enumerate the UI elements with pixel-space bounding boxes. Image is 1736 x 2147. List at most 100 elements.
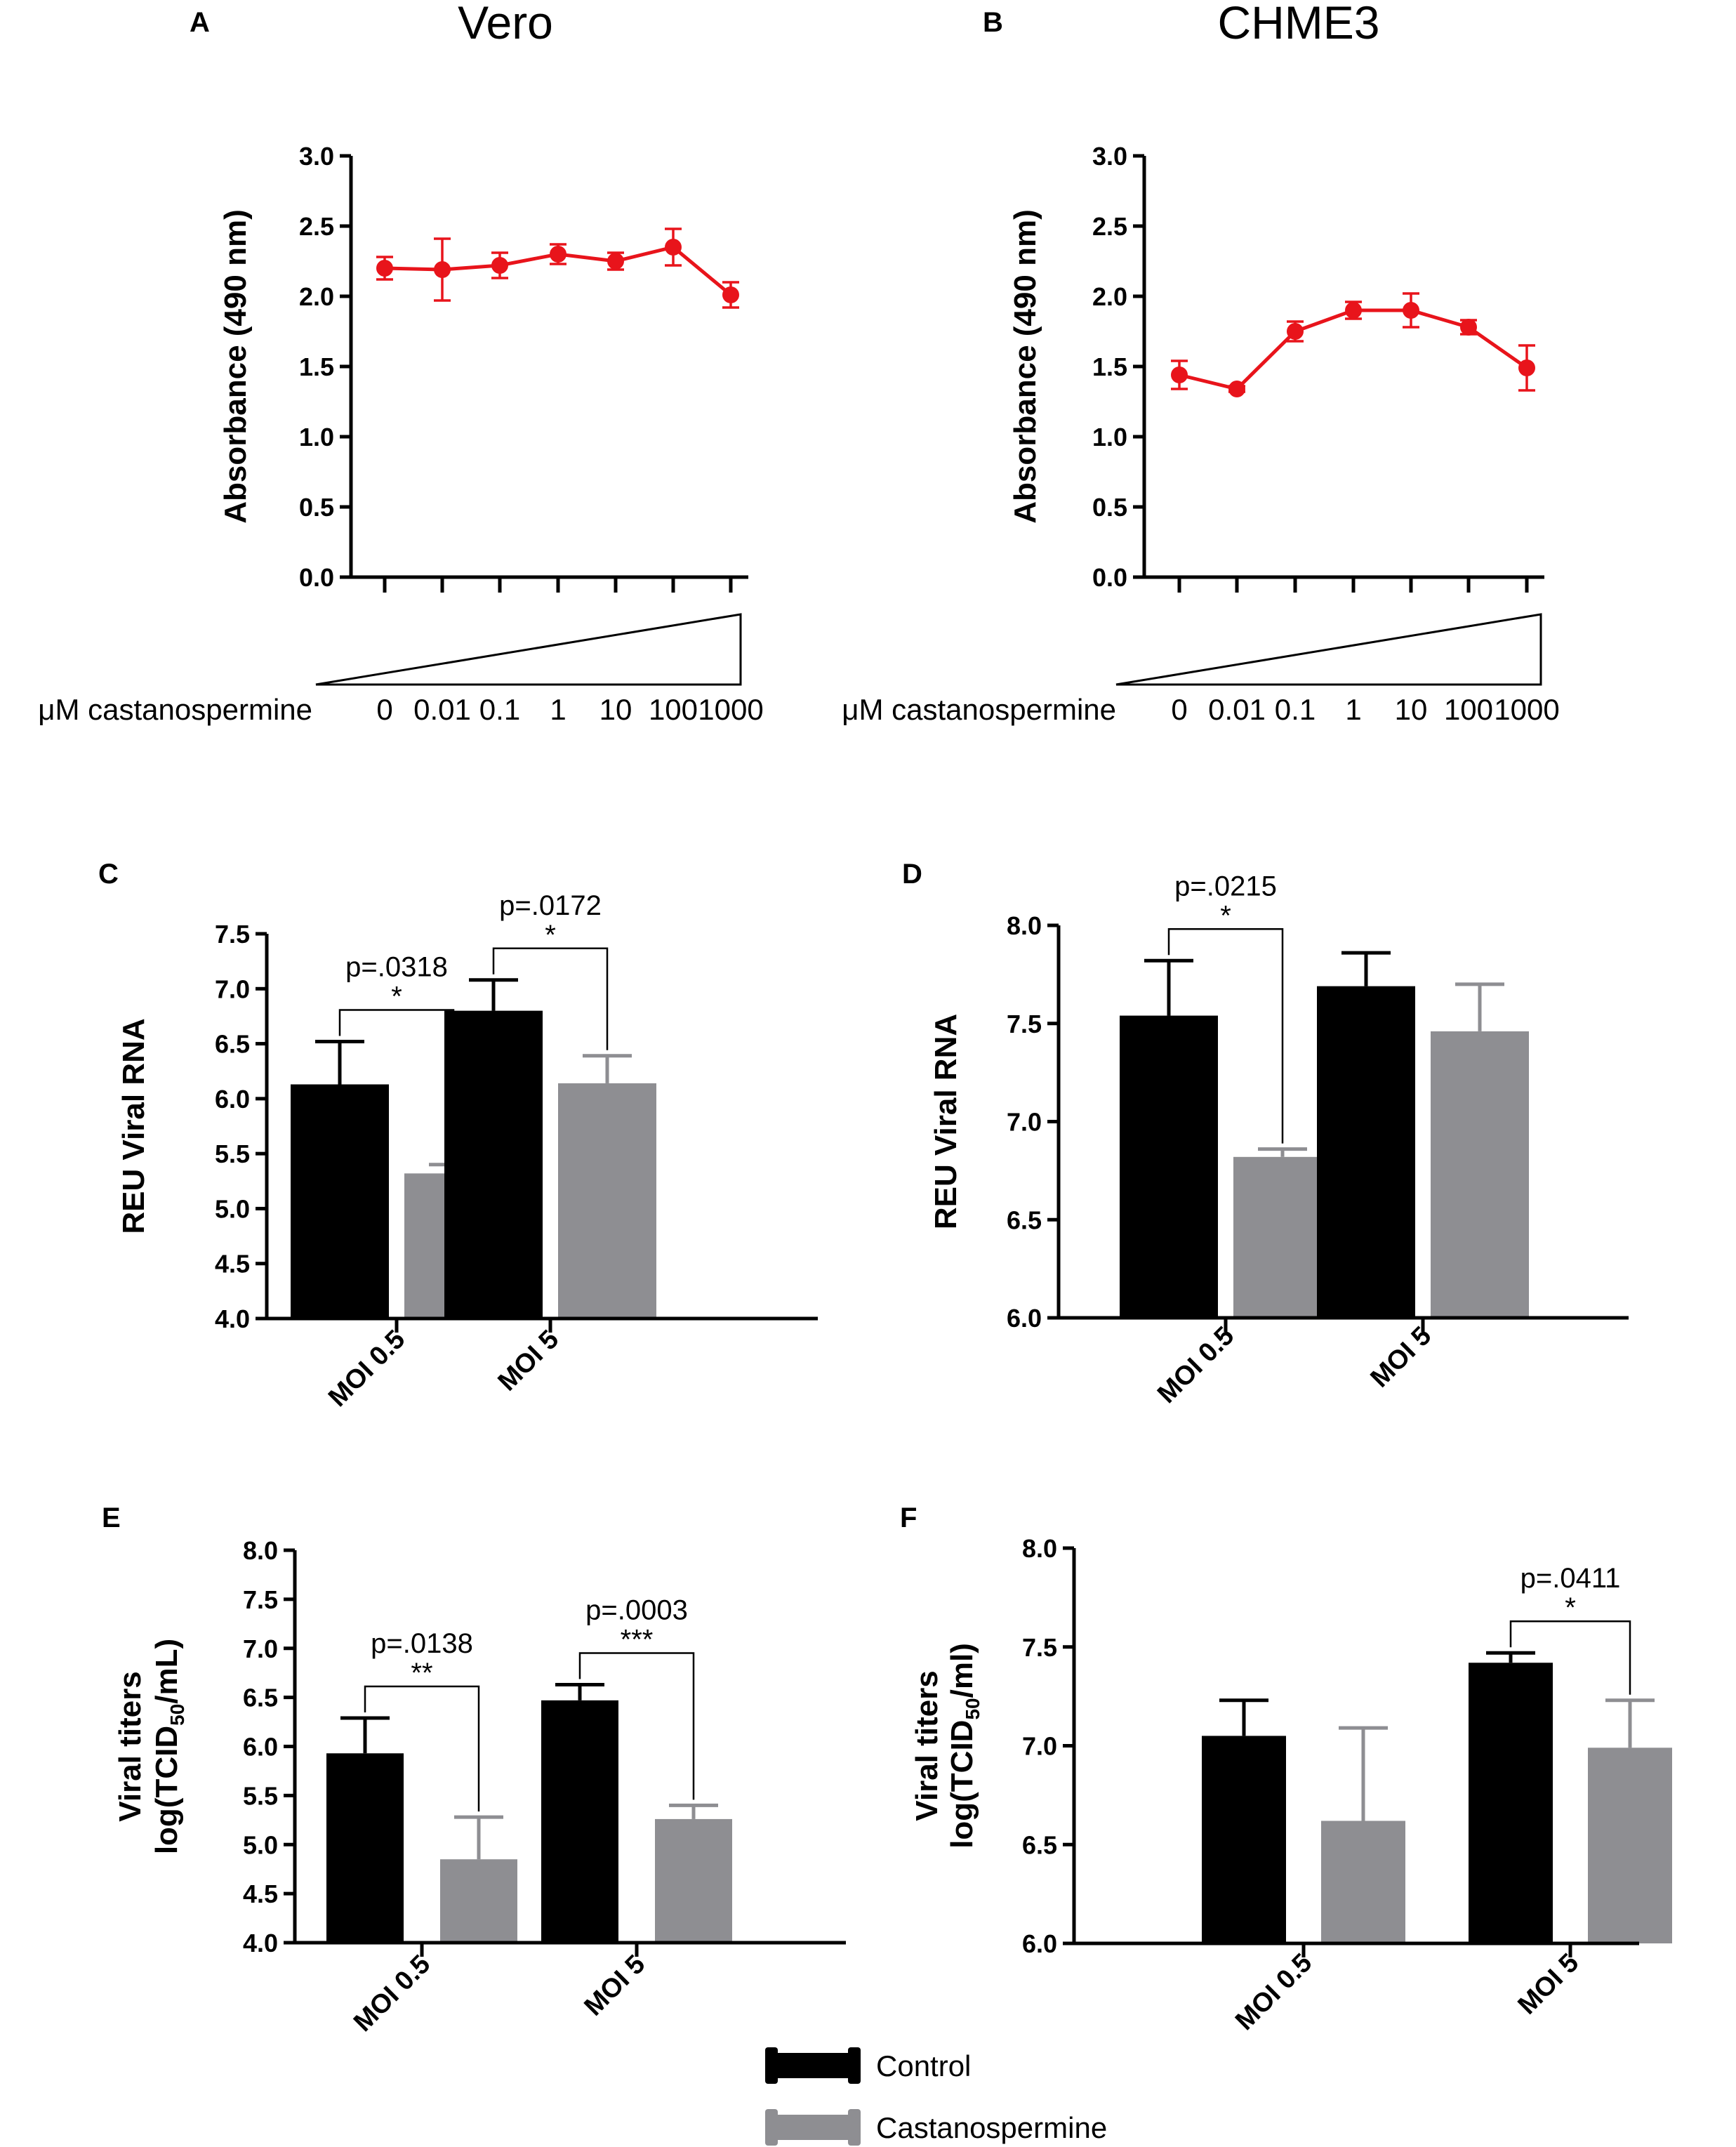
chart-panel-D: D 6.0 6.5 7.0 7.5 8.0 REU Viral RNA MOI 0.5 MOI … (902, 859, 1629, 1409)
significance-stars: ** (411, 1658, 432, 1689)
data-point (722, 286, 739, 303)
x-tick-label: 1000 (698, 693, 763, 726)
bar-control (1469, 1663, 1553, 1943)
significance-bracket (492, 947, 609, 1050)
x-tick-label: 0.1 (1275, 693, 1316, 726)
panel-title: Vero (458, 0, 553, 48)
chart-panel-A: A Vero 0.0 0.5 1.0 1.5 2.0 2.5 3.0 Absorbance (49… (38, 0, 763, 726)
y-axis-title-unit: log(TCID50/mL) (150, 1639, 188, 1854)
chart-panel-E: E 4.0 4.5 5.0 5.5 6.0 6.5 7.0 7.5 8.0 Viral titers… (102, 1502, 846, 2037)
y-tick-label: 2.5 (299, 212, 334, 241)
concentration-axis-label: μM castanospermine (38, 693, 312, 726)
x-tick-label: 0.01 (1208, 693, 1266, 726)
y-tick-label: 2.0 (299, 282, 334, 311)
y-tick-label: 4.0 (215, 1304, 250, 1333)
legend-swatch-treatment (771, 2115, 855, 2140)
y-tick-label: 3.0 (299, 142, 334, 171)
x-tick-label: MOI 5 (579, 1950, 651, 2022)
bar-control (1202, 1736, 1286, 1943)
y-tick-label: 1.0 (299, 423, 334, 451)
y-tick-label: 7.5 (243, 1585, 278, 1614)
y-axis-title-part: /mL) (150, 1639, 184, 1704)
data-point (1171, 366, 1188, 383)
y-axis-title: Absorbance (490 nm) (218, 209, 253, 523)
p-value-label: p=.0411 (1520, 1563, 1621, 1594)
concentration-axis-label: μM castanospermine (842, 693, 1116, 726)
legend-label-control: Control (876, 2049, 971, 2082)
y-tick-label: 7.0 (215, 975, 250, 1003)
x-tick-label: MOI 5 (1365, 1321, 1438, 1394)
chart-panel-C: C 4.0 4.5 5.0 5.5 6.0 6.5 7.0 7.5 REU Viral RNA MO… (98, 859, 818, 1413)
data-point (1403, 302, 1419, 319)
legend-swatch-control-cap (848, 2047, 861, 2084)
y-tick-label: 7.5 (1022, 1633, 1057, 1662)
bar-treatment (1321, 1821, 1405, 1943)
p-value-label: p=.0138 (371, 1628, 473, 1659)
significance-stars: * (1220, 900, 1231, 931)
data-point (1518, 359, 1535, 376)
x-tick-label: MOI 0.5 (348, 1950, 436, 2037)
data-point (1345, 302, 1362, 319)
y-tick-label: 6.0 (1022, 1929, 1057, 1958)
y-tick-label: 2.0 (1092, 282, 1127, 311)
y-tick-label: 7.0 (1022, 1732, 1057, 1761)
bar-treatment (440, 1859, 517, 1943)
panel-letter: A (190, 7, 210, 38)
y-tick-label: 2.5 (1092, 212, 1127, 241)
bar-treatment (655, 1818, 732, 1943)
x-tick-label: 100 (649, 693, 698, 726)
data-point (491, 257, 508, 274)
x-tick-label: 10 (599, 693, 632, 726)
legend-label-treatment: Castanospermine (876, 2111, 1107, 2144)
y-tick-label: 0.0 (299, 563, 334, 592)
x-tick-label: MOI 0.5 (1230, 1948, 1318, 2036)
x-tick-label: MOI 5 (1513, 1948, 1585, 2021)
bar-control (444, 1010, 543, 1319)
y-tick-label: 1.5 (299, 352, 334, 381)
y-tick-label: 6.0 (215, 1085, 250, 1114)
y-tick-label: 3.0 (1092, 142, 1127, 171)
chart-panel-F: F 6.0 6.5 7.0 7.5 8.0 Viral titers log(TCID50/m… (900, 1502, 1672, 2036)
x-tick-label: 0.1 (479, 693, 520, 726)
x-tick-label: 0 (1171, 693, 1187, 726)
y-axis-title-part: log(TCID (945, 1720, 979, 1849)
significance-stars: * (545, 920, 556, 951)
y-tick-label: 0.5 (299, 493, 334, 522)
panel-letter: D (902, 859, 922, 890)
significance-bracket (364, 1685, 480, 1812)
y-tick-label: 0.5 (1092, 493, 1127, 522)
y-axis-title-unit: log(TCID50/ml) (945, 1643, 983, 1849)
y-tick-label: 6.5 (243, 1684, 278, 1712)
data-point (1460, 319, 1477, 336)
y-tick-label: 4.5 (243, 1880, 278, 1908)
panel-title: CHME3 (1217, 0, 1379, 48)
y-tick-label: 7.5 (215, 920, 250, 949)
significance-bracket (1509, 1620, 1631, 1695)
panel-letter: E (102, 1502, 121, 1533)
legend-swatch-control-cap (765, 2047, 778, 2084)
p-value-label: p=.0003 (585, 1594, 688, 1625)
y-tick-label: 8.0 (1022, 1534, 1057, 1563)
x-tick-label: MOI 0.5 (323, 1325, 411, 1413)
significance-stars: * (391, 981, 402, 1012)
concentration-wedge (315, 613, 742, 686)
p-value-label: p=.0215 (1174, 871, 1277, 901)
bar-treatment (1431, 1031, 1529, 1318)
bar-control (541, 1700, 618, 1943)
panel-letter: C (98, 859, 119, 890)
bar-control (291, 1084, 389, 1319)
bar-control (326, 1753, 404, 1943)
legend-swatch-treatment-cap (765, 2109, 778, 2146)
legend-swatch-control (771, 2053, 855, 2078)
x-tick-label: 1000 (1494, 693, 1559, 726)
x-tick-label: 0.01 (413, 693, 471, 726)
data-point (376, 260, 393, 277)
y-tick-label: 5.5 (215, 1139, 250, 1168)
p-value-label: p=.0172 (499, 890, 602, 921)
x-tick-label: MOI 5 (493, 1325, 565, 1397)
y-tick-label: 6.0 (243, 1733, 278, 1762)
y-tick-label: 6.5 (1022, 1830, 1057, 1859)
y-axis-title-part: /ml) (945, 1643, 979, 1698)
y-tick-label: 6.5 (1007, 1205, 1042, 1234)
